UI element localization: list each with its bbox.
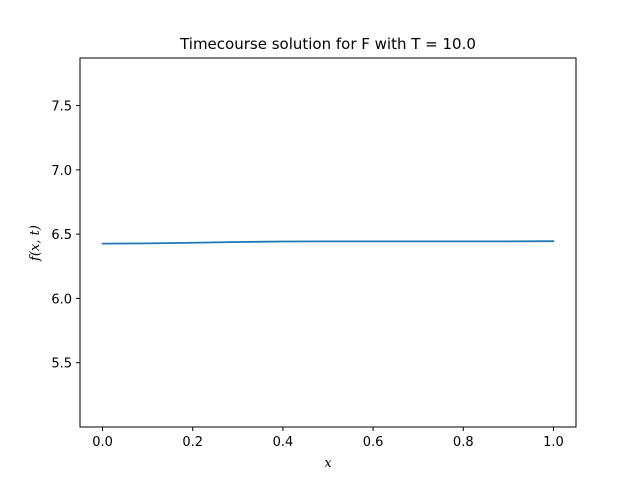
x-tick-label: 0.8 xyxy=(453,435,474,450)
y-tick-label: 7.0 xyxy=(51,164,72,179)
y-tick-label: 6.5 xyxy=(51,228,72,243)
x-tick-label: 0.6 xyxy=(363,435,384,450)
x-tick-label: 1.0 xyxy=(543,435,564,450)
y-tick-label: 7.5 xyxy=(51,100,72,115)
x-tick-label: 0.4 xyxy=(273,435,294,450)
x-tick-label: 0.0 xyxy=(92,435,113,450)
axes-frame xyxy=(79,57,577,428)
chart-title: Timecourse solution for F with T = 10.0 xyxy=(179,35,476,53)
x-tick-label: 0.2 xyxy=(182,435,203,450)
series-line-0 xyxy=(101,240,555,245)
y-tick-label: 6.0 xyxy=(51,292,72,307)
x-axis-ticks: 0.0 0.2 0.4 0.6 0.8 1.0 xyxy=(92,427,564,450)
y-axis-ticks: 5.5 6.0 6.5 7.0 7.5 xyxy=(51,100,80,372)
x-axis-label: x xyxy=(324,456,332,471)
plot-area xyxy=(79,57,577,428)
y-axis-label: f(x, t) xyxy=(28,225,43,262)
y-tick-label: 5.5 xyxy=(51,357,72,372)
